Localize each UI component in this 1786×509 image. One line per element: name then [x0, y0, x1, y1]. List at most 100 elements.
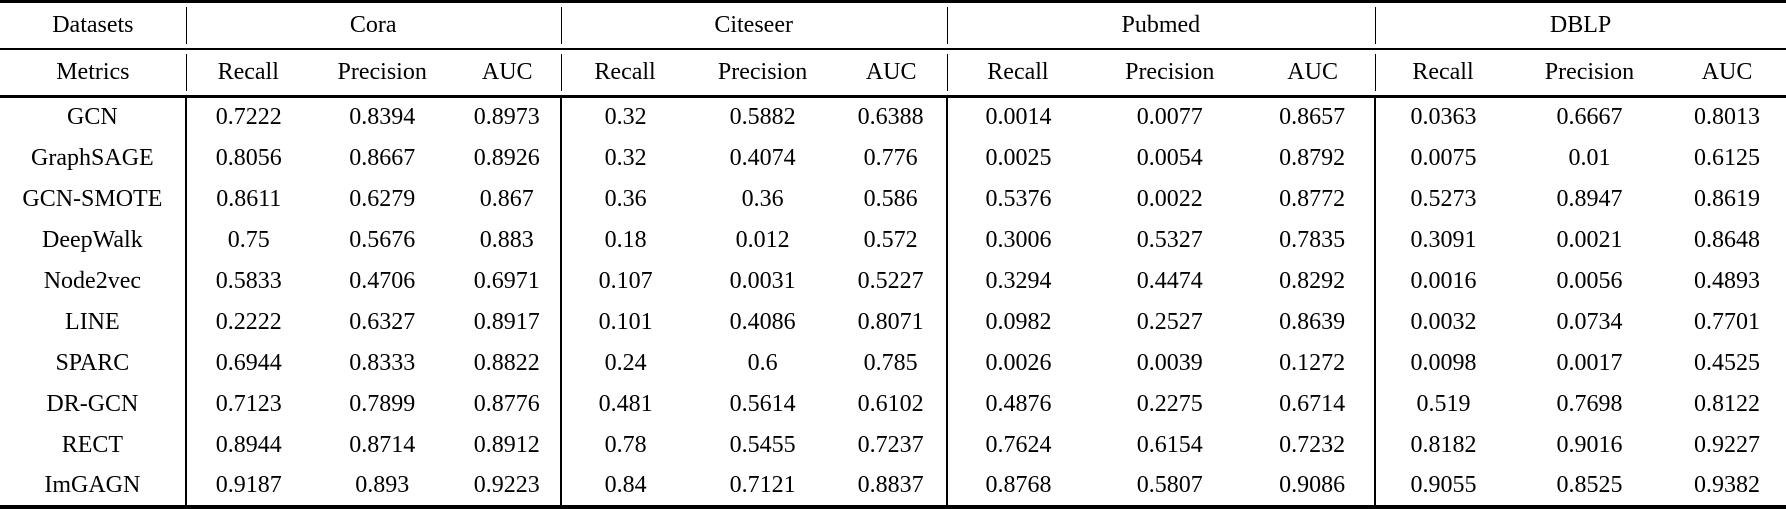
- value-cell: 0.0077: [1136, 104, 1203, 131]
- value-cell: 0.9086: [1279, 471, 1346, 498]
- value-cell: 0.0056: [1556, 267, 1623, 294]
- value-cell: 0.7232: [1279, 431, 1346, 458]
- value-cell: 0.78: [559, 424, 690, 466]
- table-row: DeepWalk 0.75 0.5676 0.883 0.18 0.012 0.572 0.3…: [0, 219, 1786, 261]
- value-cell: 0.0098: [1374, 342, 1511, 384]
- value-cell: 0.6327: [349, 308, 416, 335]
- value-cell: 0.8648: [1694, 226, 1761, 253]
- value-cell: 0.0054: [1136, 144, 1203, 171]
- method-cell: GraphSAGE: [31, 144, 154, 171]
- value-cell: 0.8292: [1279, 267, 1346, 294]
- value-cell: 0.4074: [729, 144, 796, 171]
- table-row: GCN-SMOTE 0.8611 0.6279 0.867 0.36 0.36 0.586 0…: [0, 178, 1786, 220]
- value-cell: 0.8639: [1279, 308, 1346, 335]
- value-cell: 0.0031: [729, 267, 796, 294]
- value-cell: 0.7701: [1694, 308, 1761, 335]
- value-cell: 0.3091: [1374, 219, 1511, 261]
- table-row: Node2vec 0.5833 0.4706 0.6971 0.107 0.0031 0.5…: [0, 260, 1786, 302]
- value-cell: 0.7123: [184, 383, 311, 425]
- value-cell: 0.5327: [1136, 226, 1203, 253]
- value-cell: 0.7698: [1556, 390, 1623, 417]
- value-cell: 0.5376: [945, 178, 1090, 220]
- value-cell: 0.1272: [1279, 349, 1346, 376]
- value-cell: 0.0032: [1374, 301, 1511, 343]
- value-cell: 0.5455: [729, 431, 796, 458]
- value-cell: 0.5676: [349, 226, 416, 253]
- value-cell: 0.9227: [1694, 431, 1761, 458]
- method-cell: Node2vec: [43, 267, 142, 294]
- value-cell: 0.32: [559, 96, 690, 138]
- value-cell: 0.84: [559, 465, 690, 507]
- value-cell: 0.7222: [184, 96, 311, 138]
- value-cell: 0.0016: [1374, 260, 1511, 302]
- value-cell: 0.0021: [1556, 226, 1623, 253]
- value-cell: 0.8182: [1374, 424, 1511, 466]
- metrics-header-row: Metrics Recall Precision AUC Recall Prec…: [0, 49, 1786, 98]
- value-cell: 0.36: [559, 178, 690, 220]
- table-row: RECT 0.8944 0.8714 0.8912 0.78 0.5455 0.7237 0.…: [0, 424, 1786, 466]
- table-row: ImGAGN 0.9187 0.893 0.9223 0.84 0.7121 0.8837 0…: [0, 465, 1786, 507]
- value-cell: 0.32: [559, 137, 690, 179]
- value-cell: 0.6125: [1694, 144, 1761, 171]
- method-cell: ImGAGN: [44, 471, 141, 498]
- col-header-precision: Precision: [310, 49, 454, 98]
- col-header-auc: AUC: [1668, 49, 1786, 98]
- value-cell: 0.8822: [473, 349, 540, 376]
- value-cell: 0.5882: [729, 104, 796, 131]
- value-cell: 0.0734: [1556, 308, 1623, 335]
- value-cell: 0.2222: [184, 301, 311, 343]
- value-cell: 0.6: [747, 349, 778, 376]
- value-cell: 0.9382: [1694, 471, 1761, 498]
- col-header-auc: AUC: [1250, 49, 1376, 98]
- method-cell: RECT: [61, 431, 124, 458]
- metrics-corner-label: Metrics: [0, 49, 186, 98]
- value-cell: 0.3006: [945, 219, 1090, 261]
- value-cell: 0.8776: [473, 390, 540, 417]
- value-cell: 0.8837: [857, 471, 924, 498]
- value-cell: 0.4086: [729, 308, 796, 335]
- value-cell: 0.7835: [1279, 226, 1346, 253]
- value-cell: 0.8917: [473, 308, 540, 335]
- value-cell: 0.18: [559, 219, 690, 261]
- value-cell: 0.7237: [857, 431, 924, 458]
- value-cell: 0.107: [559, 260, 690, 302]
- value-cell: 0.36: [741, 185, 784, 212]
- method-cell: LINE: [65, 308, 120, 335]
- method-cell: DeepWalk: [42, 226, 143, 253]
- value-cell: 0.101: [559, 301, 690, 343]
- value-cell: 0.4474: [1136, 267, 1203, 294]
- value-cell: 0.8714: [349, 431, 416, 458]
- value-cell: 0.893: [355, 471, 410, 498]
- value-cell: 0.5807: [1136, 471, 1203, 498]
- col-header-recall: Recall: [185, 49, 311, 98]
- value-cell: 0.8667: [349, 144, 416, 171]
- value-cell: 0.6944: [184, 342, 311, 384]
- datasets-header-row: Datasets Cora Citeseer Pubmed DBLP: [0, 1, 1786, 50]
- col-header-precision: Precision: [1089, 49, 1251, 98]
- value-cell: 0.867: [479, 185, 534, 212]
- value-cell: 0.0014: [945, 96, 1090, 138]
- value-cell: 0.5273: [1374, 178, 1511, 220]
- value-cell: 0.5614: [729, 390, 796, 417]
- value-cell: 0.785: [863, 349, 918, 376]
- value-cell: 0.4525: [1694, 349, 1761, 376]
- value-cell: 0.9187: [184, 465, 311, 507]
- value-cell: 0.6971: [473, 267, 540, 294]
- value-cell: 0.8611: [184, 178, 311, 220]
- value-cell: 0.6154: [1136, 431, 1203, 458]
- value-cell: 0.9016: [1556, 431, 1623, 458]
- value-cell: 0.2275: [1136, 390, 1203, 417]
- value-cell: 0.8792: [1279, 144, 1346, 171]
- value-cell: 0.8122: [1694, 390, 1761, 417]
- value-cell: 0.7624: [945, 424, 1090, 466]
- value-cell: 0.012: [735, 226, 790, 253]
- value-cell: 0.01: [1568, 144, 1611, 171]
- value-cell: 0.6388: [857, 104, 924, 131]
- value-cell: 0.0017: [1556, 349, 1623, 376]
- value-cell: 0.7899: [349, 390, 416, 417]
- value-cell: 0.0026: [945, 342, 1090, 384]
- table-row: GraphSAGE 0.8056 0.8667 0.8926 0.32 0.4074 0.7…: [0, 137, 1786, 179]
- value-cell: 0.883: [479, 226, 534, 253]
